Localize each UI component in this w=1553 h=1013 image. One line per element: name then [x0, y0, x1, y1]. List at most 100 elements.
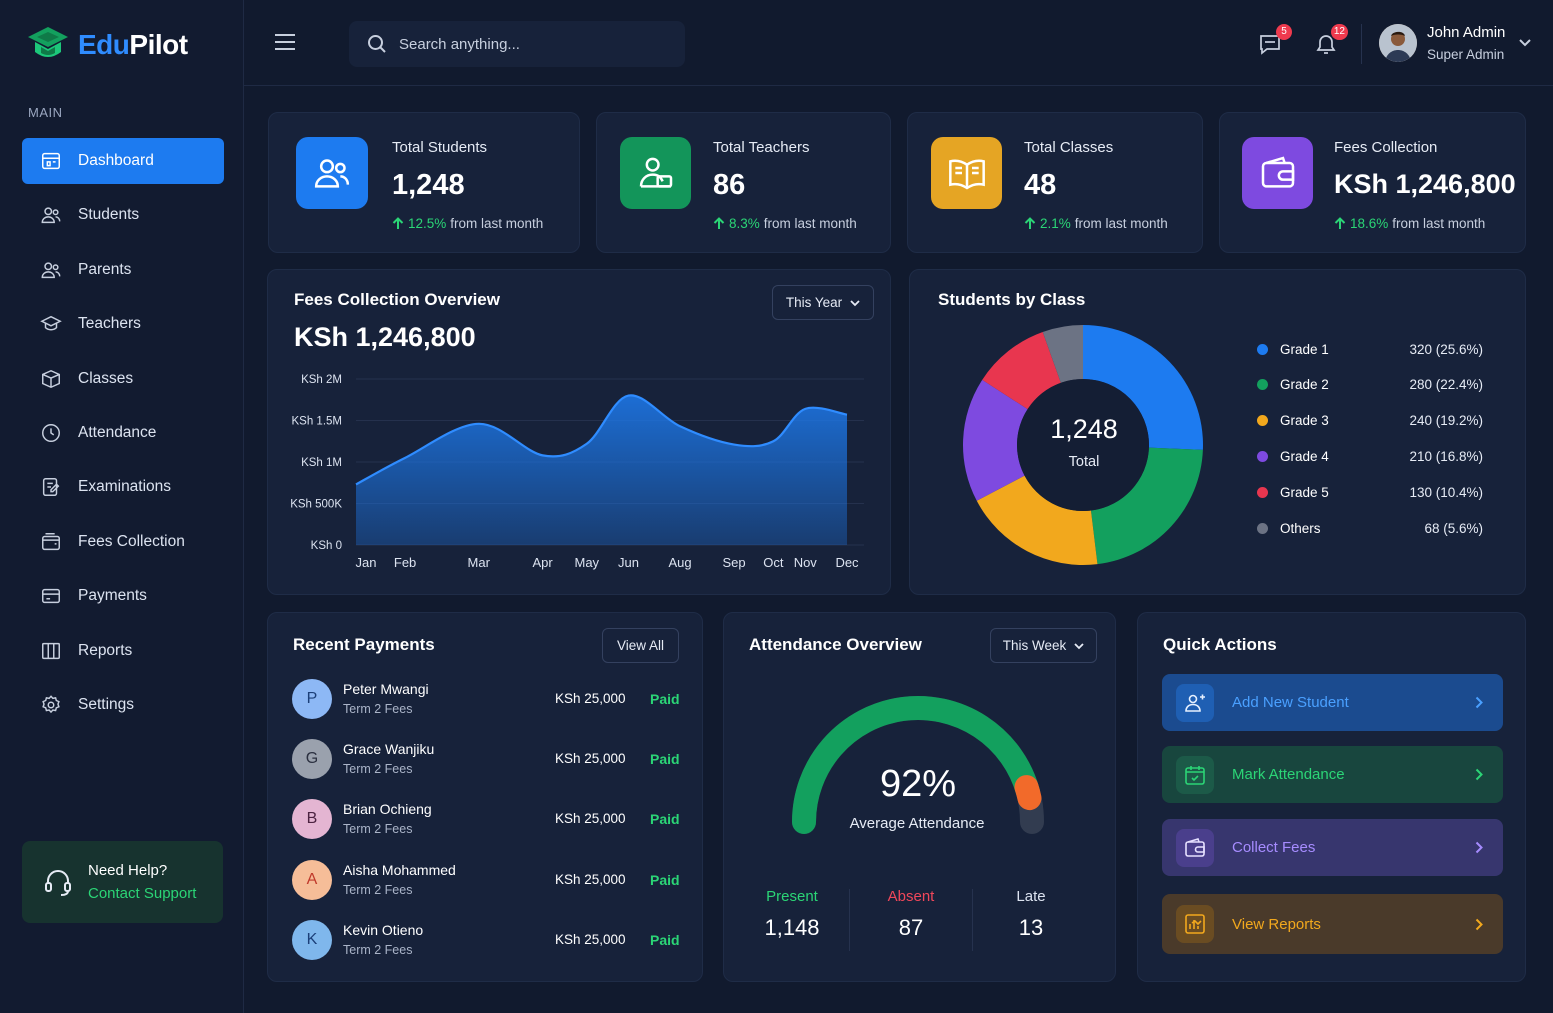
- legend-name: Grade 2: [1280, 377, 1329, 393]
- fees-overview-title: Fees Collection Overview: [294, 290, 500, 309]
- stat-separator: [972, 889, 973, 951]
- stat-delta-text: from last month: [450, 216, 544, 231]
- sidebar-item-settings[interactable]: Settings: [22, 682, 224, 728]
- chevron-down-icon[interactable]: [1519, 38, 1531, 48]
- payment-avatar: K: [292, 919, 332, 960]
- sidebar-item-teachers[interactable]: Teachers: [22, 301, 224, 347]
- legend-dot: [1257, 450, 1268, 462]
- hamburger-menu-icon[interactable]: [274, 32, 296, 52]
- stat-icon-box: [620, 137, 691, 209]
- credit-card-icon: [42, 588, 60, 604]
- help-card[interactable]: Need Help? Contact Support: [22, 841, 223, 923]
- donut-slice[interactable]: [982, 331, 1061, 410]
- payment-row[interactable]: A Aisha Mohammed Term 2 Fees KSh 25,000 Paid: [292, 858, 680, 902]
- stat-delta-value: 8.3%: [729, 216, 760, 231]
- donut-hole: [1017, 379, 1149, 511]
- stat-icon-box: [931, 137, 1002, 209]
- contact-support-link[interactable]: Contact Support: [88, 885, 197, 902]
- add-new-student-button[interactable]: Add New Student: [1162, 674, 1503, 731]
- sidebar-item-label: Examinations: [78, 478, 172, 496]
- messages-button[interactable]: 5: [1258, 24, 1292, 58]
- payment-status: Paid: [650, 811, 680, 828]
- fees-period-label: This Year: [785, 295, 843, 310]
- stat-label: Total Classes: [1024, 139, 1114, 156]
- sidebar-item-dashboard[interactable]: Dashboard: [22, 138, 224, 184]
- mark-attendance-button[interactable]: Mark Attendance: [1162, 746, 1503, 803]
- attendance-period-select[interactable]: This Week: [990, 628, 1097, 663]
- search-bar[interactable]: [349, 21, 685, 67]
- stat-icon-box: [296, 137, 368, 209]
- wallet-icon: [1261, 156, 1294, 188]
- legend-item[interactable]: Grade 5 130 (10.4%): [1257, 482, 1483, 502]
- graduation-cap-icon: [40, 316, 62, 331]
- view-reports-button[interactable]: View Reports: [1162, 894, 1503, 954]
- qa-icon-box: [1176, 683, 1214, 722]
- quick-actions-card: Quick Actions Add New Student Mark Atten…: [1137, 612, 1526, 982]
- stat-delta: 2.1% from last month: [1024, 216, 1168, 231]
- stat-value: KSh 1,246,800: [1334, 169, 1516, 199]
- payment-avatar: P: [292, 679, 332, 719]
- sidebar-item-students[interactable]: Students: [22, 192, 224, 238]
- fees-period-select[interactable]: This Year: [772, 285, 874, 320]
- donut-slice[interactable]: [963, 379, 1028, 501]
- collect-fees-button[interactable]: Collect Fees: [1162, 819, 1503, 876]
- user-avatar-icon: [1379, 24, 1417, 62]
- payment-row[interactable]: B Brian Ochieng Term 2 Fees KSh 25,000 Paid: [292, 797, 680, 841]
- present-label: Present: [766, 888, 818, 905]
- legend-item[interactable]: Grade 1 320 (25.6%): [1257, 339, 1483, 359]
- sidebar-item-fees-collection[interactable]: Fees Collection: [22, 519, 224, 565]
- user-name[interactable]: John Admin: [1427, 24, 1506, 41]
- sidebar-item-attendance[interactable]: Attendance: [22, 410, 224, 456]
- legend-item[interactable]: Grade 4 210 (16.8%): [1257, 446, 1483, 466]
- logo[interactable]: EduPilot: [26, 24, 188, 66]
- payment-status: Paid: [650, 931, 680, 948]
- notifications-button[interactable]: 12: [1314, 24, 1348, 58]
- stat-delta-value: 12.5%: [408, 216, 447, 231]
- legend-item[interactable]: Grade 3 240 (19.2%): [1257, 411, 1483, 431]
- attendance-gauge: [792, 696, 1044, 834]
- chevron-down-icon: [850, 299, 860, 306]
- stat-delta: 8.3% from last month: [713, 216, 857, 231]
- sidebar-item-label: Classes: [78, 369, 134, 387]
- donut-slice[interactable]: [976, 475, 1098, 565]
- sidebar-item-label: Reports: [78, 641, 133, 659]
- sidebar-item-examinations[interactable]: Examinations: [22, 464, 224, 510]
- payment-amount: KSh 25,000: [555, 871, 626, 887]
- stat-card-fees: Fees Collection KSh 1,246,800 18.6% from…: [1219, 112, 1526, 253]
- sidebar-item-payments[interactable]: Payments: [22, 573, 224, 619]
- present-value: 1,148: [764, 915, 820, 940]
- search-input[interactable]: [399, 35, 659, 53]
- payment-row[interactable]: K Kevin Otieno Term 2 Fees KSh 25,000 Paid: [292, 918, 680, 962]
- late-stat: Late 13: [971, 888, 1091, 941]
- sidebar-item-classes[interactable]: Classes: [22, 356, 224, 402]
- arrow-up-icon: [392, 217, 404, 229]
- sidebar-item-parents[interactable]: Parents: [22, 247, 224, 293]
- y-tick-label: KSh 1M: [301, 457, 342, 469]
- payment-row[interactable]: P Peter Mwangi Term 2 Fees KSh 25,000 Paid: [292, 677, 680, 721]
- payment-status: Paid: [650, 691, 680, 707]
- x-tick-label: Jan: [356, 555, 377, 570]
- qa-icon-box: [1176, 828, 1214, 867]
- view-all-button[interactable]: View All: [602, 628, 679, 663]
- legend-value: 210 (16.8%): [1409, 448, 1483, 464]
- donut-slice[interactable]: [1083, 325, 1203, 450]
- messages-badge: 5: [1276, 24, 1292, 40]
- cube-icon: [42, 369, 60, 388]
- area-fill: [356, 395, 847, 545]
- stat-separator: [849, 889, 850, 951]
- stat-icon-box: [1242, 137, 1313, 209]
- stat-delta-value: 18.6%: [1350, 216, 1389, 231]
- add-user-icon: [1185, 694, 1205, 712]
- legend-item[interactable]: Grade 2 280 (22.4%): [1257, 375, 1483, 395]
- donut-slice[interactable]: [1090, 447, 1203, 565]
- stat-delta-text: from last month: [763, 216, 857, 231]
- stat-delta: 18.6% from last month: [1334, 216, 1485, 231]
- absent-value: 87: [898, 915, 924, 940]
- users-icon: [41, 207, 61, 224]
- sidebar: EduPilot MAIN Dashboard Students Parents…: [0, 0, 244, 1013]
- avatar[interactable]: [1379, 24, 1417, 62]
- sidebar-item-reports[interactable]: Reports: [22, 628, 224, 674]
- donut-slice[interactable]: [1042, 325, 1083, 383]
- legend-item[interactable]: Others 68 (5.6%): [1257, 518, 1483, 538]
- payment-row[interactable]: G Grace Wanjiku Term 2 Fees KSh 25,000 Paid: [292, 737, 680, 781]
